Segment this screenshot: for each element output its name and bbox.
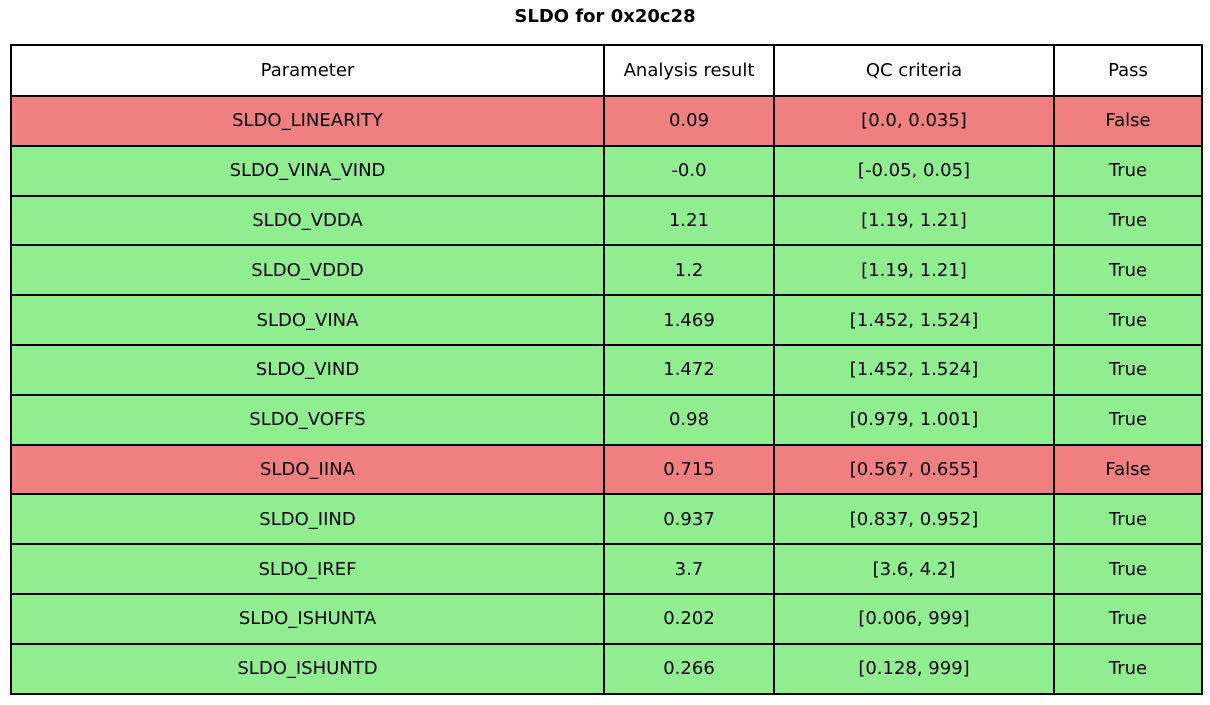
qc-results-table: Parameter Analysis result QC criteria Pa… — [10, 44, 1203, 695]
table-body: SLDO_LINEARITY 0.09 [0.0, 0.035] False SLDO_… — [10, 95, 1203, 695]
analysis-result-cell: 1.472 — [603, 343, 775, 396]
qc-criteria-cell: [1.19, 1.21] — [773, 194, 1055, 247]
pass-cell: True — [1053, 294, 1203, 346]
header-analysis-result: Analysis result — [603, 44, 775, 97]
pass-cell: False — [1053, 95, 1203, 147]
analysis-result-cell: 0.715 — [603, 443, 775, 496]
qc-criteria-cell: [0.979, 1.001] — [773, 393, 1055, 446]
page-title: SLDO for 0x20c28 — [514, 6, 696, 27]
pass-cell: True — [1053, 642, 1203, 695]
table-row: SLDO_VDDD 1.2 [1.19, 1.21] True — [10, 244, 1203, 297]
parameter-cell: SLDO_VDDD — [10, 244, 605, 297]
pass-cell: True — [1053, 493, 1203, 546]
table-row: SLDO_LINEARITY 0.09 [0.0, 0.035] False — [10, 95, 1203, 147]
analysis-result-cell: 3.7 — [603, 543, 775, 595]
parameter-cell: SLDO_VDDA — [10, 194, 605, 247]
analysis-result-cell: 1.2 — [603, 244, 775, 297]
parameter-cell: SLDO_IIND — [10, 493, 605, 546]
qc-criteria-cell: [1.452, 1.524] — [773, 343, 1055, 396]
analysis-result-cell: 0.266 — [603, 642, 775, 695]
parameter-cell: SLDO_IINA — [10, 443, 605, 496]
parameter-cell: SLDO_VIND — [10, 343, 605, 396]
analysis-result-cell: 0.09 — [603, 95, 775, 147]
analysis-result-cell: 0.937 — [603, 493, 775, 546]
table-row: SLDO_VINA_VIND -0.0 [-0.05, 0.05] True — [10, 144, 1203, 197]
header-qc-criteria: QC criteria — [773, 44, 1055, 97]
qc-criteria-cell: [0.567, 0.655] — [773, 443, 1055, 496]
pass-cell: True — [1053, 144, 1203, 197]
header-parameter: Parameter — [10, 44, 605, 97]
pass-cell: True — [1053, 343, 1203, 396]
table-row: SLDO_IIND 0.937 [0.837, 0.952] True — [10, 493, 1203, 546]
qc-criteria-cell: [-0.05, 0.05] — [773, 144, 1055, 197]
parameter-cell: SLDO_VINA — [10, 294, 605, 346]
analysis-result-cell: -0.0 — [603, 144, 775, 197]
qc-criteria-cell: [0.128, 999] — [773, 642, 1055, 695]
qc-criteria-cell: [0.0, 0.035] — [773, 95, 1055, 147]
pass-cell: True — [1053, 393, 1203, 446]
parameter-cell: SLDO_IREF — [10, 543, 605, 595]
analysis-result-cell: 0.98 — [603, 393, 775, 446]
table-row: SLDO_ISHUNTA 0.202 [0.006, 999] True — [10, 592, 1203, 645]
pass-cell: True — [1053, 244, 1203, 297]
analysis-result-cell: 1.21 — [603, 194, 775, 247]
table-row: SLDO_ISHUNTD 0.266 [0.128, 999] True — [10, 642, 1203, 695]
qc-criteria-cell: [3.6, 4.2] — [773, 543, 1055, 595]
pass-cell: True — [1053, 543, 1203, 595]
parameter-cell: SLDO_LINEARITY — [10, 95, 605, 147]
parameter-cell: SLDO_ISHUNTD — [10, 642, 605, 695]
table-row: SLDO_IINA 0.715 [0.567, 0.655] False — [10, 443, 1203, 496]
header-row: Parameter Analysis result QC criteria Pa… — [10, 44, 1203, 97]
qc-criteria-cell: [1.19, 1.21] — [773, 244, 1055, 297]
table-row: SLDO_IREF 3.7 [3.6, 4.2] True — [10, 543, 1203, 595]
qc-criteria-cell: [0.006, 999] — [773, 592, 1055, 645]
analysis-result-cell: 0.202 — [603, 592, 775, 645]
pass-cell: False — [1053, 443, 1203, 496]
pass-cell: True — [1053, 194, 1203, 247]
parameter-cell: SLDO_ISHUNTA — [10, 592, 605, 645]
qc-criteria-cell: [1.452, 1.524] — [773, 294, 1055, 346]
table-row: SLDO_VINA 1.469 [1.452, 1.524] True — [10, 294, 1203, 346]
parameter-cell: SLDO_VOFFS — [10, 393, 605, 446]
table-row: SLDO_VOFFS 0.98 [0.979, 1.001] True — [10, 393, 1203, 446]
parameter-cell: SLDO_VINA_VIND — [10, 144, 605, 197]
header-pass: Pass — [1053, 44, 1203, 97]
qc-criteria-cell: [0.837, 0.952] — [773, 493, 1055, 546]
table-row: SLDO_VDDA 1.21 [1.19, 1.21] True — [10, 194, 1203, 247]
table-row: SLDO_VIND 1.472 [1.452, 1.524] True — [10, 343, 1203, 396]
analysis-result-cell: 1.469 — [603, 294, 775, 346]
pass-cell: True — [1053, 592, 1203, 645]
